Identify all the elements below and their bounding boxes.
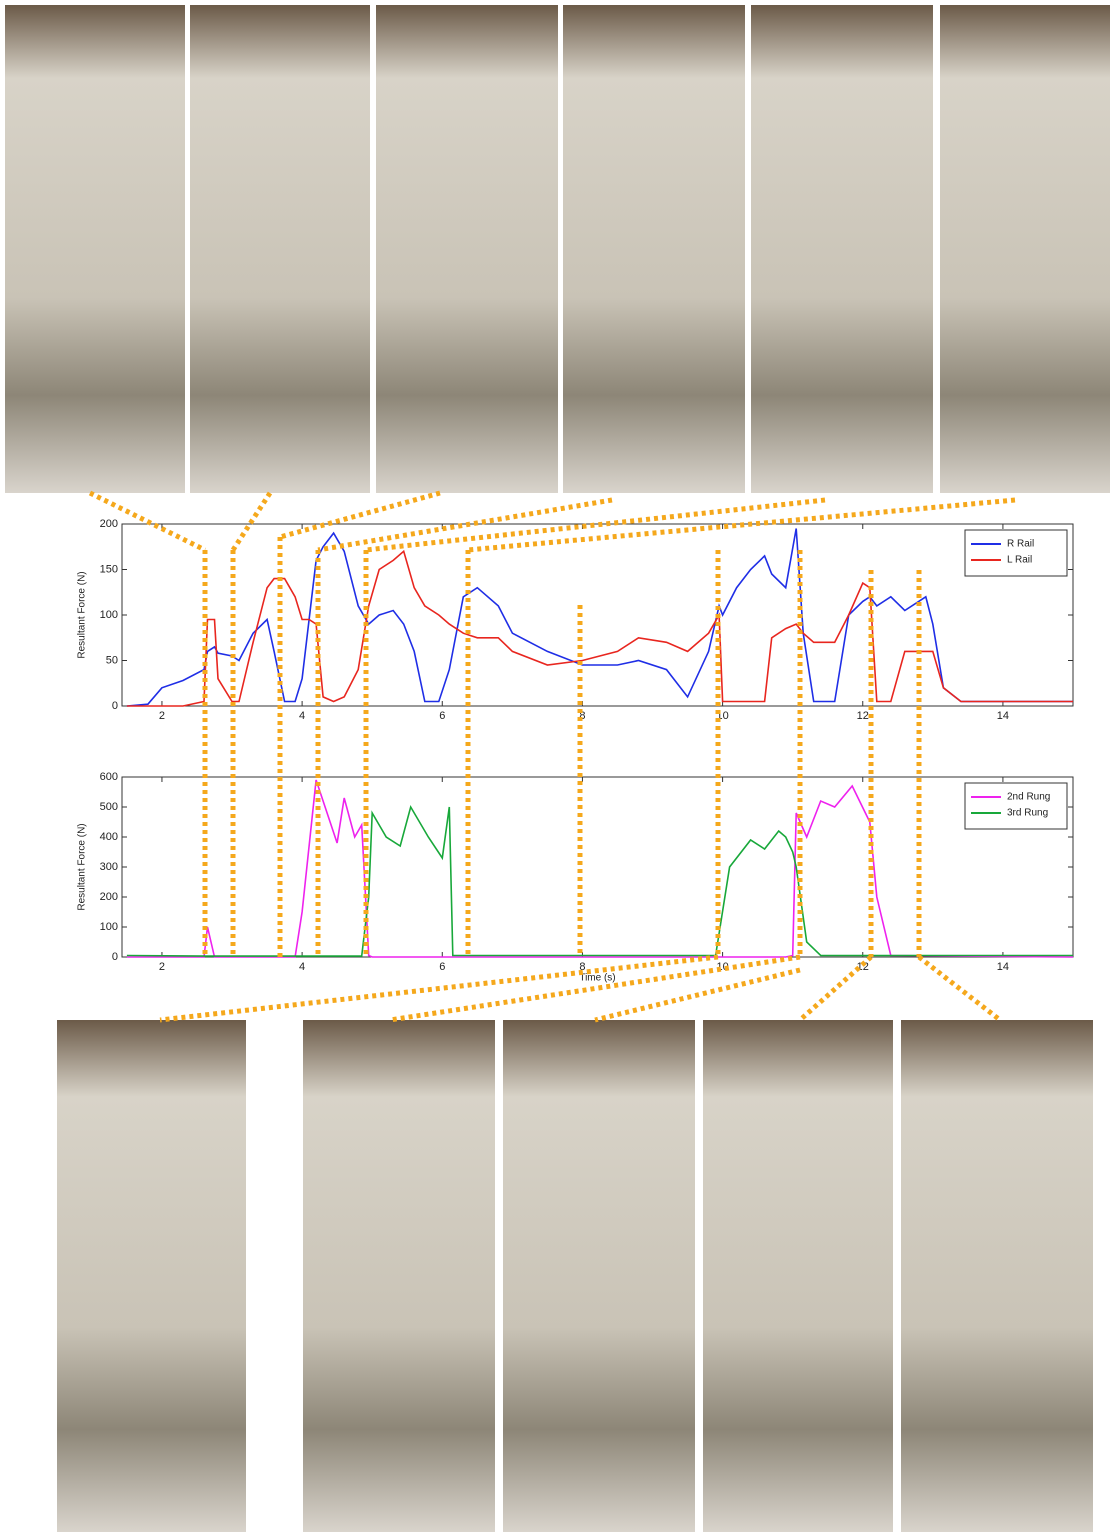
legend-label: 2nd Rung: [1007, 792, 1050, 803]
legend-box: [964, 529, 1068, 577]
photo: [503, 1020, 695, 1532]
x-tick-label: 14: [997, 961, 1009, 973]
y-tick-label: 200: [100, 518, 118, 530]
photo: [563, 5, 745, 493]
y-tick-label: 150: [100, 563, 118, 575]
x-tick-label: 2: [159, 961, 165, 973]
y-tick-label: 400: [100, 831, 118, 843]
photo: [376, 5, 558, 493]
x-tick-label: 6: [439, 710, 445, 722]
data-line: [126, 804, 1073, 957]
y-axis-label: Resultant Force (N): [77, 823, 88, 910]
marker-lines: [88, 490, 1016, 1023]
photo: [751, 5, 933, 493]
y-tick-label: 100: [100, 609, 118, 621]
y-tick-label: 500: [100, 801, 118, 813]
data-line: [126, 549, 1073, 707]
x-tick-label: 2: [159, 710, 165, 722]
legend-label: R Rail: [1007, 539, 1034, 550]
y-axis-label: Resultant Force (N): [77, 571, 88, 658]
legend-label: 3rd Rung: [1007, 808, 1048, 819]
data-line: [126, 528, 1073, 707]
photo: [5, 5, 185, 493]
y-tick-label: 100: [100, 921, 118, 933]
photo: [57, 1020, 246, 1532]
data-line: [126, 779, 1074, 958]
y-tick-label: 0: [112, 700, 118, 712]
x-axis-label: Time (s): [579, 973, 615, 984]
photo: [303, 1020, 495, 1532]
legend-box: [964, 782, 1068, 830]
plot-area: [121, 776, 1074, 958]
photos: [5, 5, 1110, 1532]
x-tick-label: 6: [439, 961, 445, 973]
photo: [703, 1020, 893, 1532]
x-tick-label: 14: [997, 710, 1009, 722]
photo: [190, 5, 370, 493]
x-tick-label: 12: [857, 710, 869, 722]
x-tick-label: 4: [299, 961, 305, 973]
x-tick-label: 8: [579, 961, 585, 973]
photo: [940, 5, 1110, 493]
x-tick-label: 8: [579, 710, 585, 722]
y-tick-label: 50: [106, 654, 118, 666]
y-tick-label: 200: [100, 891, 118, 903]
time-markers: [88, 490, 1016, 1023]
photo: [901, 1020, 1093, 1532]
legend-label: L Rail: [1007, 555, 1032, 566]
y-tick-label: 600: [100, 771, 118, 783]
y-tick-label: 300: [100, 861, 118, 873]
x-tick-label: 4: [299, 710, 305, 722]
y-tick-label: 0: [112, 951, 118, 963]
